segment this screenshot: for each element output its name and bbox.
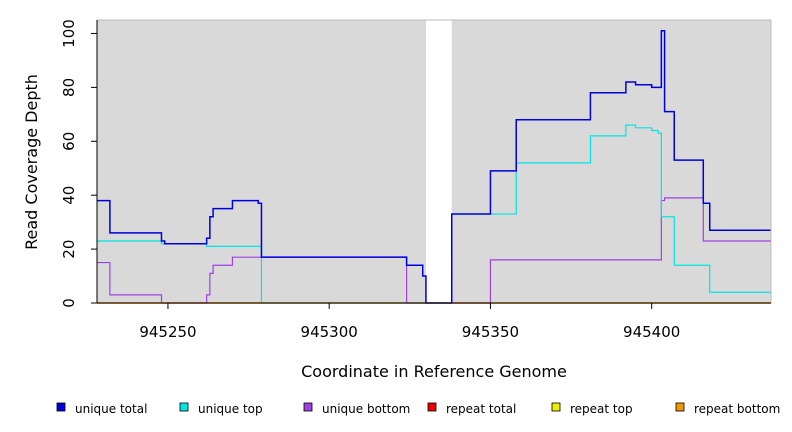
legend-label: unique top (198, 402, 263, 416)
axes: 0 20 40 60 80 100 945250 945300 945350 945400 (60, 19, 772, 341)
legend-label: repeat total (446, 402, 516, 416)
x-tick-label: 945400 (623, 323, 680, 341)
y-axis-label: Read Coverage Depth (22, 74, 41, 250)
legend-swatch (303, 402, 313, 412)
legend-swatch (179, 402, 189, 412)
legend-label: repeat bottom (694, 402, 780, 416)
y-tick-label: 20 (60, 240, 78, 259)
series-line-unique-top (97, 124, 771, 304)
legend: unique total unique top unique bottom repea… (56, 402, 780, 416)
y-tick-label: 0 (60, 298, 78, 308)
legend-swatch (551, 402, 561, 412)
x-axis-label: Coordinate in Reference Genome (301, 362, 567, 381)
y-tick-label: 80 (60, 78, 78, 97)
gap-regions (425, 20, 452, 303)
y-tick-label: 40 (60, 186, 78, 205)
x-tick-label: 945250 (139, 323, 196, 341)
gap-region-0 (425, 20, 452, 303)
x-tick-label: 945300 (301, 323, 358, 341)
y-tick-label: 60 (60, 132, 78, 151)
legend-label: unique total (75, 402, 147, 416)
legend-label: unique bottom (322, 402, 410, 416)
legend-swatch (427, 402, 437, 412)
legend-label: repeat top (570, 402, 633, 416)
y-tick-label: 100 (60, 19, 78, 48)
x-tick-label: 945350 (462, 323, 519, 341)
legend-swatch (56, 402, 66, 412)
legend-swatch (675, 402, 685, 412)
